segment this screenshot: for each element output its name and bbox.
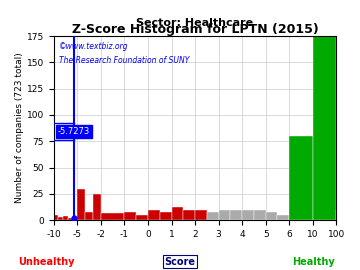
Bar [125, 212, 136, 220]
Bar [148, 210, 160, 220]
Bar [242, 210, 254, 220]
Bar [63, 216, 68, 220]
Bar [54, 215, 58, 220]
Bar [219, 210, 230, 220]
Bar [278, 215, 289, 220]
Bar [230, 210, 242, 220]
Text: Score: Score [165, 256, 195, 266]
Text: Unhealthy: Unhealthy [19, 256, 75, 266]
Bar [58, 217, 63, 220]
Bar [136, 215, 148, 220]
Bar [73, 217, 77, 220]
Text: Healthy: Healthy [292, 256, 334, 266]
Bar [68, 218, 73, 220]
Text: Sector: Healthcare: Sector: Healthcare [136, 18, 253, 28]
Bar [101, 213, 125, 220]
Bar [195, 210, 207, 220]
Text: -5.7273: -5.7273 [58, 127, 90, 136]
Bar [313, 36, 336, 220]
Bar [160, 212, 171, 220]
Text: The Research Foundation of SUNY: The Research Foundation of SUNY [59, 56, 190, 65]
Bar [85, 212, 93, 220]
Bar [289, 136, 313, 220]
Bar [171, 207, 183, 220]
Bar [77, 188, 85, 220]
Text: ©www.textbiz.org: ©www.textbiz.org [59, 42, 129, 50]
Y-axis label: Number of companies (723 total): Number of companies (723 total) [15, 53, 24, 204]
Bar [266, 212, 278, 220]
Bar [93, 194, 101, 220]
Bar [183, 210, 195, 220]
Bar [207, 212, 219, 220]
Title: Z-Score Histogram for LPTN (2015): Z-Score Histogram for LPTN (2015) [72, 23, 319, 36]
Bar [254, 210, 266, 220]
